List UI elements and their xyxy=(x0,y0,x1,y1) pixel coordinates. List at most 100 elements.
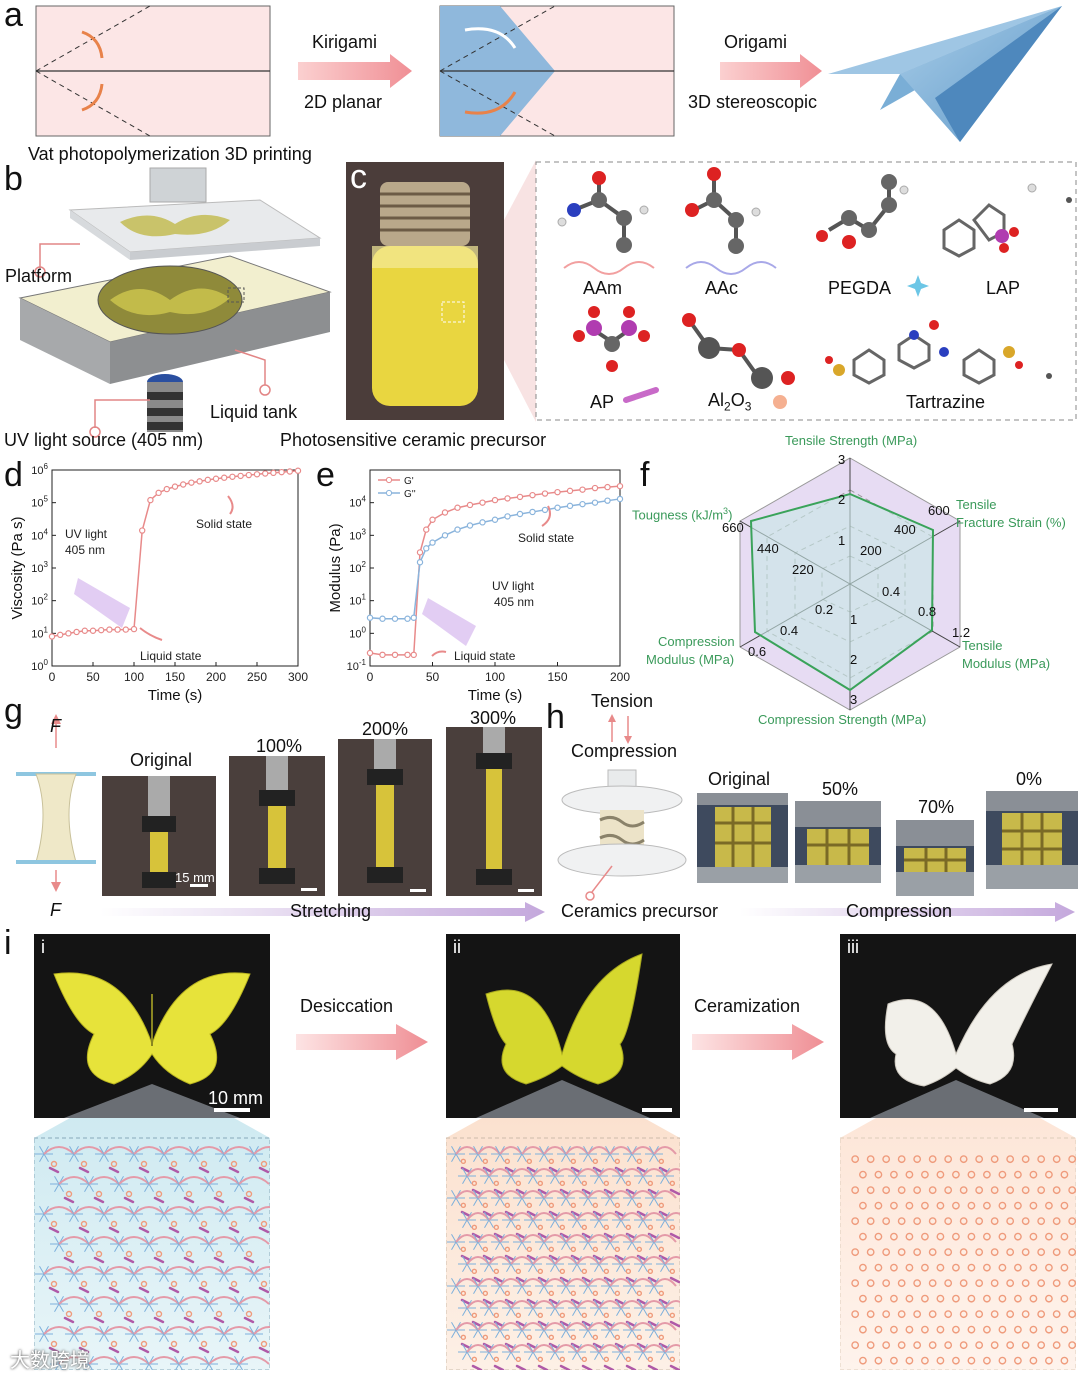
alumina-particle xyxy=(230,1340,238,1348)
crosslink-node xyxy=(532,1351,538,1361)
alumina-particle xyxy=(526,1290,533,1297)
ap-rod xyxy=(168,1166,180,1174)
alumina-particle xyxy=(967,1325,976,1334)
alumina-particle xyxy=(658,1202,665,1209)
crosslink-node xyxy=(234,1295,240,1305)
annotation-liquid: Liquid state xyxy=(140,649,202,663)
alumina-particle xyxy=(921,1356,929,1365)
ap-rod xyxy=(581,1364,593,1370)
data-point xyxy=(114,626,121,633)
x-tick-label: 50 xyxy=(426,670,440,684)
alumina-particle xyxy=(913,1279,922,1288)
crosslink-node xyxy=(234,1355,240,1365)
ceramization-arrow xyxy=(692,1024,824,1060)
crosslink-node xyxy=(660,1255,666,1265)
crosslink-node xyxy=(39,1325,45,1335)
alumina-particle xyxy=(882,1341,891,1350)
ap-rod xyxy=(153,1256,165,1264)
alumina-particle xyxy=(592,1202,599,1209)
alumina-particle xyxy=(1060,1294,1069,1303)
polymer-chain xyxy=(455,1190,479,1199)
crosslink-node xyxy=(193,1273,199,1283)
crosslink-node xyxy=(488,1351,494,1361)
polymer-chain xyxy=(103,1326,135,1335)
alumina-particle xyxy=(928,1279,937,1288)
crosslink-node xyxy=(649,1241,655,1251)
molecule-structures xyxy=(504,160,1077,422)
alumina-particle xyxy=(921,1294,929,1303)
crosslink-node xyxy=(455,1197,461,1207)
modulus-chart: 0 50 100 150 200 10-1 100 101 102 103 104 Time (s) M… xyxy=(327,469,630,704)
alumina-particle xyxy=(200,1160,208,1168)
crosslink-node xyxy=(99,1213,105,1223)
crosslink-node xyxy=(43,1273,49,1283)
crosslink-node xyxy=(189,1325,195,1335)
crosslink-node xyxy=(631,1285,637,1295)
polymer-chain xyxy=(238,1296,270,1305)
alumina-particle xyxy=(581,1356,588,1363)
data-point xyxy=(294,467,302,474)
polymer-chain xyxy=(488,1256,512,1265)
butterfly-photo-ii xyxy=(446,934,680,1118)
crosslink-node xyxy=(620,1219,626,1229)
polymer-chain xyxy=(43,1206,75,1215)
polymer-chain xyxy=(554,1344,578,1353)
crosslink-node xyxy=(539,1329,545,1339)
alumina-particle xyxy=(669,1224,676,1231)
data-point xyxy=(579,486,586,493)
alumina-particle xyxy=(537,1180,544,1187)
crosslink-node xyxy=(561,1189,567,1199)
plot-frame xyxy=(51,469,299,667)
panel-label-f: f xyxy=(640,456,650,494)
crosslink-node xyxy=(528,1299,534,1309)
sub-label-ii: ii xyxy=(453,937,461,957)
polymer-chain xyxy=(178,1296,210,1305)
alumina-particle xyxy=(882,1155,891,1164)
alumina-particle xyxy=(866,1155,875,1164)
crosslink-node xyxy=(473,1329,479,1339)
tick: 0.4 xyxy=(780,623,799,638)
crosslink-node xyxy=(58,1183,64,1193)
alumina-particle xyxy=(625,1180,632,1187)
alumina-particle xyxy=(936,1170,945,1179)
data-point xyxy=(410,614,417,621)
alumina-particle xyxy=(581,1268,588,1275)
polymer-chain xyxy=(521,1278,545,1287)
ap-rod xyxy=(603,1364,615,1370)
alumina-particle xyxy=(1037,1248,1046,1257)
data-point xyxy=(237,472,244,480)
alumina-particle xyxy=(921,1170,929,1179)
crosslink-node xyxy=(118,1363,124,1370)
molecule-label-lap: LAP xyxy=(986,278,1021,298)
crosslink-node xyxy=(616,1351,622,1361)
crosslink-node xyxy=(73,1153,79,1163)
crosslink-node xyxy=(99,1333,105,1343)
ap-rod xyxy=(228,1346,240,1354)
crosslink-node xyxy=(114,1363,120,1370)
crosslink-node xyxy=(58,1363,64,1370)
ap-rod xyxy=(213,1196,225,1204)
vat-printing-title: Vat photopolymerization 3D printing xyxy=(28,144,312,164)
alumina-particle xyxy=(1021,1217,1030,1226)
legend-marker xyxy=(385,489,393,497)
alumina-particle xyxy=(548,1334,555,1341)
crosslink-node xyxy=(462,1351,468,1361)
polymer-chain xyxy=(133,1266,165,1275)
polymer-chain xyxy=(554,1300,578,1309)
ap-rod xyxy=(198,1226,210,1234)
alumina-particle xyxy=(1029,1263,1038,1272)
tick: 3 xyxy=(838,452,846,467)
alumina-particle xyxy=(592,1158,599,1165)
crosslink-node xyxy=(462,1299,468,1309)
crosslink-node xyxy=(144,1235,150,1245)
liquid-tank-label: Liquid tank xyxy=(210,402,298,422)
alumina-particle xyxy=(603,1312,610,1319)
polymer-chain xyxy=(554,1256,578,1265)
crosslink-node xyxy=(517,1329,523,1339)
crosslink-node xyxy=(451,1189,457,1199)
crosslink-node xyxy=(572,1299,578,1309)
alumina-particle xyxy=(1037,1217,1046,1226)
crosslink-node xyxy=(565,1285,571,1295)
data-point xyxy=(391,651,399,659)
crosslink-node xyxy=(462,1307,468,1317)
